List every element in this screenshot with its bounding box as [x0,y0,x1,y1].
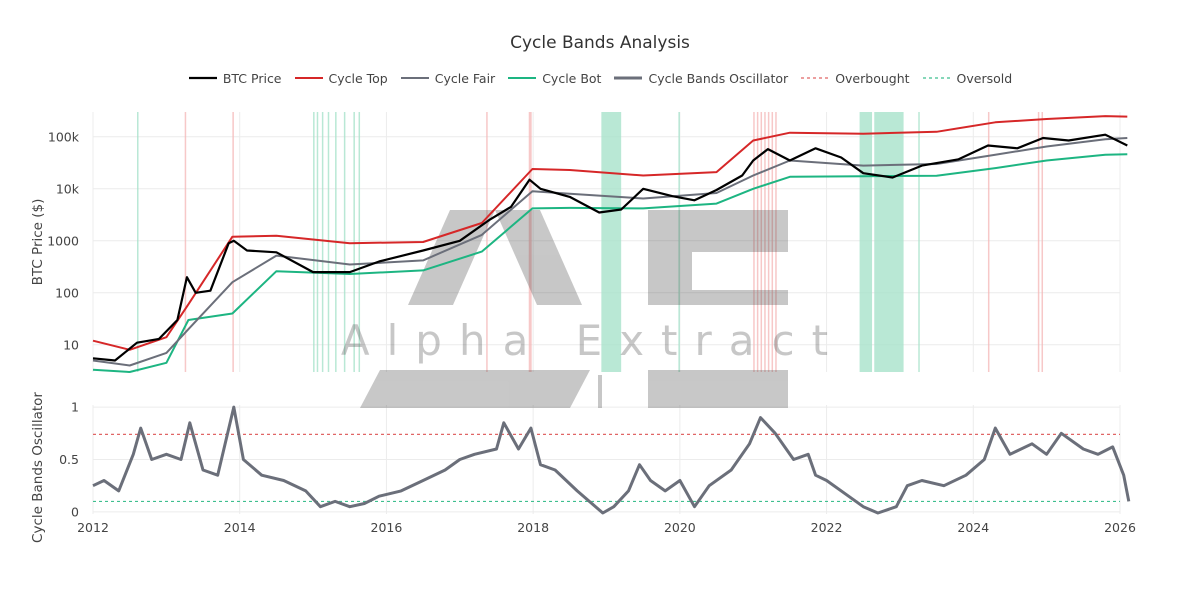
legend-swatch-cycle-top [294,77,323,79]
axes-layer: 10 100 1000 10k 100k 0 0.5 1 2012 2014 2016 2018 202… [30,129,1136,543]
oversold-band-13 [918,112,920,372]
legend-label-overbought: Overbought [835,70,910,86]
oversold-band-11 [859,112,873,372]
legend-label-cycle-fair: Cycle Fair [434,70,496,86]
x-tick-label-2024: 2024 [957,520,989,535]
legend-item-cycle-fair[interactable]: Cycle Fair [400,71,495,86]
y-tick-label-price-3: 10k [56,181,80,196]
legend-item-oversold[interactable]: Oversold [922,70,1013,86]
y-tick-label-price-1: 100 [55,285,79,300]
y-axis-title-price: BTC Price ($) [30,199,46,286]
watermark-logo-e-top [648,210,788,252]
x-tick-label-2014: 2014 [224,520,256,535]
legend-label-btc-price: BTC Price [222,70,282,86]
x-tick-label-2012: 2012 [77,520,109,535]
series-line-cycle-bands-oscillator [92,405,1131,515]
legend-swatch-oversold [922,77,951,79]
oversold-band-12 [874,112,904,372]
legend-item-btc-price[interactable]: BTC Price [188,71,282,86]
y-tick-label-osc-2: 1 [71,400,79,415]
series-line-cycle-bot [92,153,1128,373]
overbought-band-0 [184,112,187,372]
oscillator-series-layer [92,405,1131,515]
chart-title: Cycle Bands Analysis [510,33,690,53]
legend-item-oscillator[interactable]: Cycle Bands Oscillator [613,71,788,86]
legend-swatch-btc-price [188,76,217,80]
overbought-band-9 [771,112,774,372]
legend-label-cycle-bot: Cycle Bot [542,70,602,86]
legend-label-cycle-top: Cycle Top [328,70,388,86]
x-tick-label-2020: 2020 [664,520,696,535]
overbought-band-13 [1041,112,1044,372]
watermark-divider [598,375,602,408]
legend-swatch-cycle-bot [508,77,537,79]
watermark-logo-a-foot [360,370,590,408]
overbought-band-7 [764,112,766,372]
legend-item-cycle-top[interactable]: Cycle Top [294,71,388,86]
watermark-logo-e-bottom [648,370,788,408]
x-tick-label-2018: 2018 [517,520,549,535]
legend-swatch-cycle-fair [400,77,429,79]
x-tick-label-2022: 2022 [811,520,843,535]
overbought-band-8 [767,112,770,372]
y-tick-label-price-2: 1000 [47,233,79,248]
legend-item-overbought[interactable]: Overbought [800,70,910,86]
oversold-band-8 [358,112,361,372]
legend-label-oversold: Oversold [956,70,1013,86]
series-line-cycle-fair [92,137,1128,367]
oversold-band-10 [678,112,680,372]
overbought-band-5 [756,112,759,372]
x-tick-label-2016: 2016 [371,520,403,535]
oversold-band-1 [313,112,315,372]
overbought-band-10 [775,112,777,372]
overbought-band-2 [486,112,488,372]
watermark-text: Alpha Extract [341,316,845,365]
watermark-logo-e-stem [648,252,692,305]
legend-swatch-overbought [801,77,830,79]
y-tick-label-osc-0: 0 [71,504,79,519]
series-line-cycle-top [92,115,1128,351]
watermark-logo-a-right [495,210,582,305]
overbought-band-12 [1037,112,1040,372]
oversold-band-9 [601,112,622,372]
oversold-band-0 [137,112,139,372]
y-axis-title-oscillator: Cycle Bands Oscillator [30,392,46,543]
alpha-extract-watermark: Alpha Extract [341,210,845,408]
price-series-layer [92,115,1128,373]
overbought-band-3 [528,112,532,372]
oversold-band-3 [321,112,324,372]
x-tick-label-2026: 2026 [1104,520,1136,535]
legend-swatch-oscillator [614,76,643,80]
legend-item-cycle-bot[interactable]: Cycle Bot [507,71,601,86]
y-tick-label-price-0: 10 [63,337,79,352]
overbought-band-6 [760,112,763,372]
overbought-band-11 [987,112,990,372]
watermark-logo-a-left [408,210,495,305]
y-tick-label-osc-1: 0.5 [59,452,79,467]
legend-label-oscillator: Cycle Bands Oscillator [648,70,789,86]
oversold-band-7 [353,112,355,372]
overbought-band-4 [753,112,755,372]
y-tick-label-price-4: 100k [48,129,80,144]
series-line-btc-price [92,133,1128,362]
oversold-band-2 [316,112,319,372]
legend: BTC Price Cycle Top Cycle Fair Cycle Bot… [0,68,1200,88]
watermark-logo-e-middle [692,290,788,305]
